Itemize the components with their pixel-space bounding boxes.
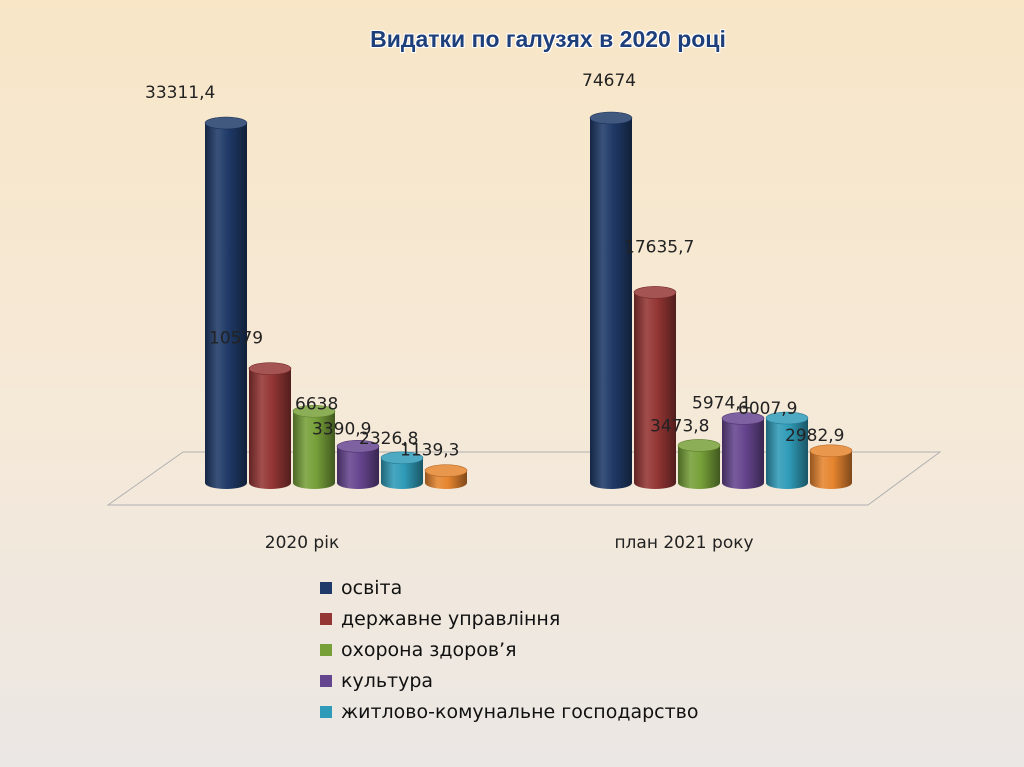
legend-swatch: [320, 674, 332, 687]
bar-0-5: [424, 464, 468, 489]
bar-1-2: [677, 439, 721, 489]
legend-item: освіта: [320, 572, 699, 603]
data-label-1-2: 3473,8: [650, 416, 709, 436]
category-label-plan-2021: план 2021 року: [614, 533, 753, 553]
data-label-1-4: 6007,9: [738, 399, 797, 419]
category-label-2020: 2020 рік: [265, 533, 339, 553]
bar-0-3: [336, 440, 380, 489]
data-label-1-5: 2982,9: [785, 426, 844, 446]
chart-title: Видатки по галузях в 2020 році: [370, 26, 726, 52]
data-label-1-3: 5974,1: [692, 393, 751, 413]
bar-0-2: [292, 404, 336, 489]
legend-swatch: [320, 612, 332, 625]
data-label-1-0: 74674: [582, 71, 636, 91]
legend-label: житлово-комунальне господарство: [341, 700, 699, 723]
legend-label: державне управління: [341, 607, 561, 630]
legend-label: культура: [341, 669, 434, 692]
data-label-1-1: 17635,7: [624, 237, 694, 257]
bar-0-1: [248, 362, 292, 489]
data-label-0-0: 33311,4: [145, 83, 215, 103]
legend-label: освіта: [341, 576, 403, 599]
legend: освіта державне управління охорона здоров’…: [320, 572, 699, 727]
bar-1-3: [721, 412, 765, 489]
bar-1-0: [589, 111, 633, 489]
legend-swatch: [320, 643, 332, 656]
data-label-0-2: 6638: [295, 394, 338, 414]
bar-0-4: [380, 451, 424, 489]
legend-swatch: [320, 581, 332, 594]
legend-swatch: [320, 705, 332, 718]
bar-0-0: [204, 116, 248, 489]
data-label-0-5: 1139,3: [400, 441, 459, 461]
legend-item: культура: [320, 665, 699, 696]
chart-floor: [106, 451, 942, 506]
bar-1-1: [633, 286, 677, 489]
legend-item: житлово-комунальне господарство: [320, 696, 699, 727]
legend-label: охорона здоров’я: [341, 638, 517, 661]
bar-1-5: [809, 444, 853, 489]
data-label-0-1: 10579: [209, 329, 263, 349]
bar-1-4: [765, 411, 809, 489]
data-label-0-4: 2326,8: [359, 429, 418, 449]
legend-item: охорона здоров’я: [320, 634, 699, 665]
legend-item: державне управління: [320, 603, 699, 634]
data-label-0-3: 3390,9: [312, 419, 371, 439]
